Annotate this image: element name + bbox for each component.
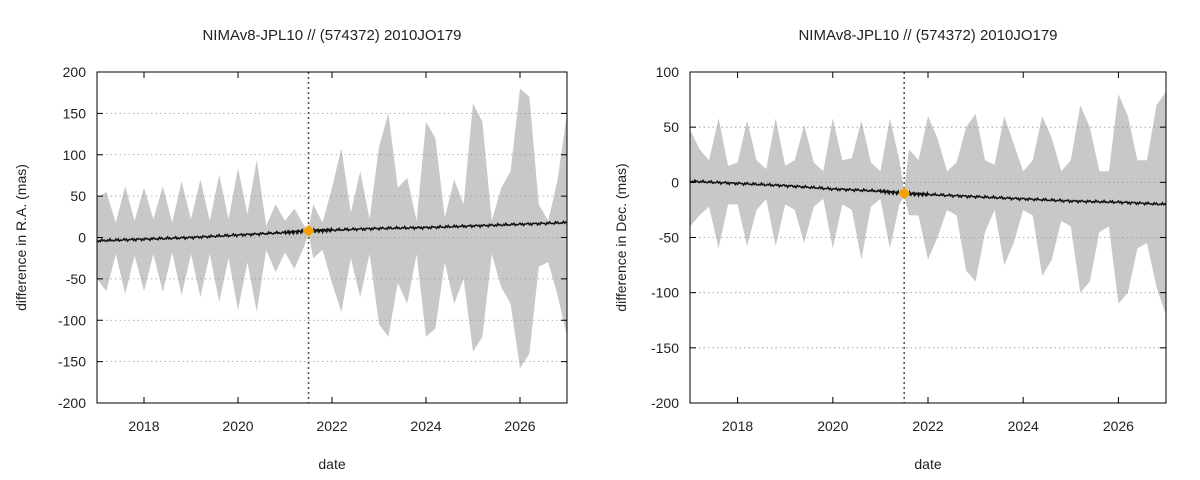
y-tick-label-0: -200 (651, 395, 679, 411)
residual-line (96, 219, 568, 243)
y-tick-label-4: 0 (671, 174, 679, 190)
y-tick-label-7: 150 (63, 105, 87, 121)
x-tick-label-3: 2024 (410, 418, 441, 434)
y-tick-label-5: 50 (70, 188, 86, 204)
x-tick-label-0: 2018 (128, 418, 159, 434)
y-tick-label-3: -50 (66, 271, 86, 287)
y-axis-label: difference in R.A. (mas) (13, 164, 29, 311)
x-tick-label-4: 2026 (1103, 418, 1134, 434)
chart-title: NIMAv8-JPL10 // (574372) 2010JO179 (798, 27, 1057, 44)
residual-line (689, 178, 1167, 206)
y-tick-label-8: 200 (63, 64, 87, 80)
x-tick-label-2: 2022 (316, 418, 347, 434)
y-tick-label-0: -200 (58, 395, 86, 411)
reference-point (898, 187, 911, 200)
uncertainty-band (690, 91, 1166, 315)
reference-point (302, 224, 315, 237)
x-tick-label-2: 2022 (912, 418, 943, 434)
chart-title: NIMAv8-JPL10 // (574372) 2010JO179 (202, 27, 461, 44)
x-tick-label-1: 2020 (222, 418, 253, 434)
y-tick-label-1: -150 (58, 354, 86, 370)
y-tick-label-6: 100 (656, 64, 680, 80)
x-axis-label: date (318, 456, 345, 472)
y-tick-label-5: 50 (663, 119, 679, 135)
x-tick-label-4: 2026 (504, 418, 535, 434)
x-axis-label: date (914, 456, 941, 472)
panel-ra: -200 -150 -100 -50 0 50 100 150 200 2018 2020 2022 2… (13, 27, 568, 472)
y-tick-label-2: -100 (651, 285, 679, 301)
x-tick-label-3: 2024 (1008, 418, 1039, 434)
y-tick-label-6: 100 (63, 147, 87, 163)
panel-dec: -200 -150 -100 -50 0 50 100 2018 2020 2022 2024 202… (613, 27, 1167, 472)
y-tick-label-3: -50 (659, 230, 679, 246)
y-tick-label-1: -150 (651, 340, 679, 356)
y-tick-label-2: -100 (58, 312, 86, 328)
y-tick-label-4: 0 (78, 230, 86, 246)
x-tick-label-1: 2020 (817, 418, 848, 434)
x-tick-label-0: 2018 (722, 418, 753, 434)
y-axis-label: difference in Dec. (mas) (613, 163, 629, 311)
